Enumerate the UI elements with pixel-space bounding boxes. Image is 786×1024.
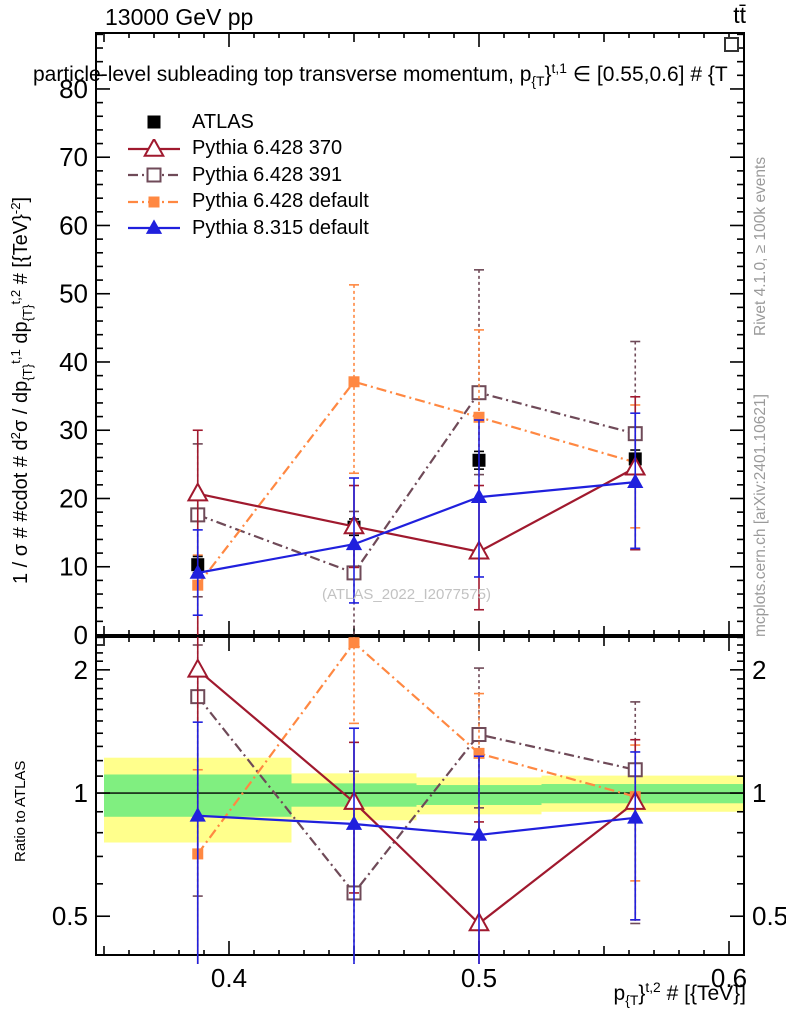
legend-label: Pythia 8.315 default — [192, 216, 369, 239]
filled-square-marker-icon — [128, 196, 180, 208]
legend-item-pythia6-370: Pythia 6.428 370 — [126, 136, 369, 163]
ratio-ytick-label-right: 1 — [752, 778, 766, 808]
rivet-version-note: Rivet 4.1.0, ≥ 100k events — [752, 156, 769, 336]
series-ratio-pythia-8-315-default — [189, 721, 644, 964]
ratio-ytick-label-left: 2 — [74, 655, 88, 685]
tick-labels: 0 10 20 30 40 50 60 70 80 0.5 0.5 1 1 2 2 0.4 0.5 0.6 — [52, 74, 786, 993]
main-ytick-label: 80 — [59, 74, 88, 104]
series-main-p6-default — [192, 284, 641, 634]
x-axis-label: p{T}t,2 # [{TeV}] — [613, 979, 746, 1008]
legend-item-pythia6-391: Pythia 6.428 391 — [126, 162, 369, 189]
legend-item-atlas: ATLAS — [126, 109, 369, 136]
legend-item-pythia6-default: Pythia 6.428 default — [126, 189, 369, 216]
beam-energy-label: 13000 GeV pp — [105, 4, 254, 30]
legend-label: ATLAS — [192, 110, 254, 133]
axis-ticks — [96, 33, 744, 955]
atlas-marker-icon — [147, 115, 161, 129]
main-ytick-label: 50 — [59, 279, 88, 309]
series-main-p8-default — [189, 412, 644, 617]
main-ytick-label: 0 — [74, 620, 88, 650]
legend-label: Pythia 6.428 391 — [192, 163, 343, 186]
plot-title: particle-level subleading top transverse… — [33, 60, 728, 89]
legend-label: Pythia 6.428 default — [192, 190, 369, 213]
legend: ATLAS Pythia 6.428 370 Pythia 6.428 391 … — [126, 109, 369, 242]
main-ytick-label: 10 — [59, 552, 88, 582]
ratio-ytick-label-right: 2 — [752, 655, 766, 685]
open-triangle-marker-icon — [128, 138, 180, 157]
ratio-panel-frame — [95, 636, 745, 956]
y-axis-label: 1 / σ # #cdot # d2σ / dp{T}t,1 dp{T}t,2 … — [7, 196, 35, 584]
series-main-atlas — [191, 449, 642, 574]
legend-item-pythia8-default: Pythia 8.315 default — [126, 215, 369, 242]
ratio-ytick-label-right: 0.5 — [752, 901, 786, 931]
xtick-label: 0.5 — [461, 963, 497, 993]
xtick-label: 0.4 — [211, 963, 247, 993]
mcplots-source-note: mcplots.cern.ch [arXiv:2401.10621] — [752, 394, 769, 637]
analysis-watermark: (ATLAS_2022_I2077575) — [322, 586, 492, 603]
main-ytick-label: 20 — [59, 483, 88, 513]
main-ytick-label: 30 — [59, 415, 88, 445]
ratio-ytick-label-left: 0.5 — [52, 901, 88, 931]
process-label: tt̄ — [733, 2, 746, 28]
main-ytick-label: 40 — [59, 347, 88, 377]
open-square-marker-icon — [128, 167, 180, 183]
legend-label: Pythia 6.428 370 — [192, 137, 343, 160]
corner-open-square-marker — [724, 37, 739, 52]
ratio-axis-label: Ratio to ATLAS — [12, 760, 29, 862]
filled-triangle-marker-icon — [128, 219, 180, 235]
ratio-ytick-label-left: 1 — [74, 778, 88, 808]
xtick-label: 0.6 — [711, 963, 747, 993]
main-ytick-label: 60 — [59, 210, 88, 240]
main-ytick-label: 70 — [59, 142, 88, 172]
series-main-p391 — [190, 269, 643, 635]
